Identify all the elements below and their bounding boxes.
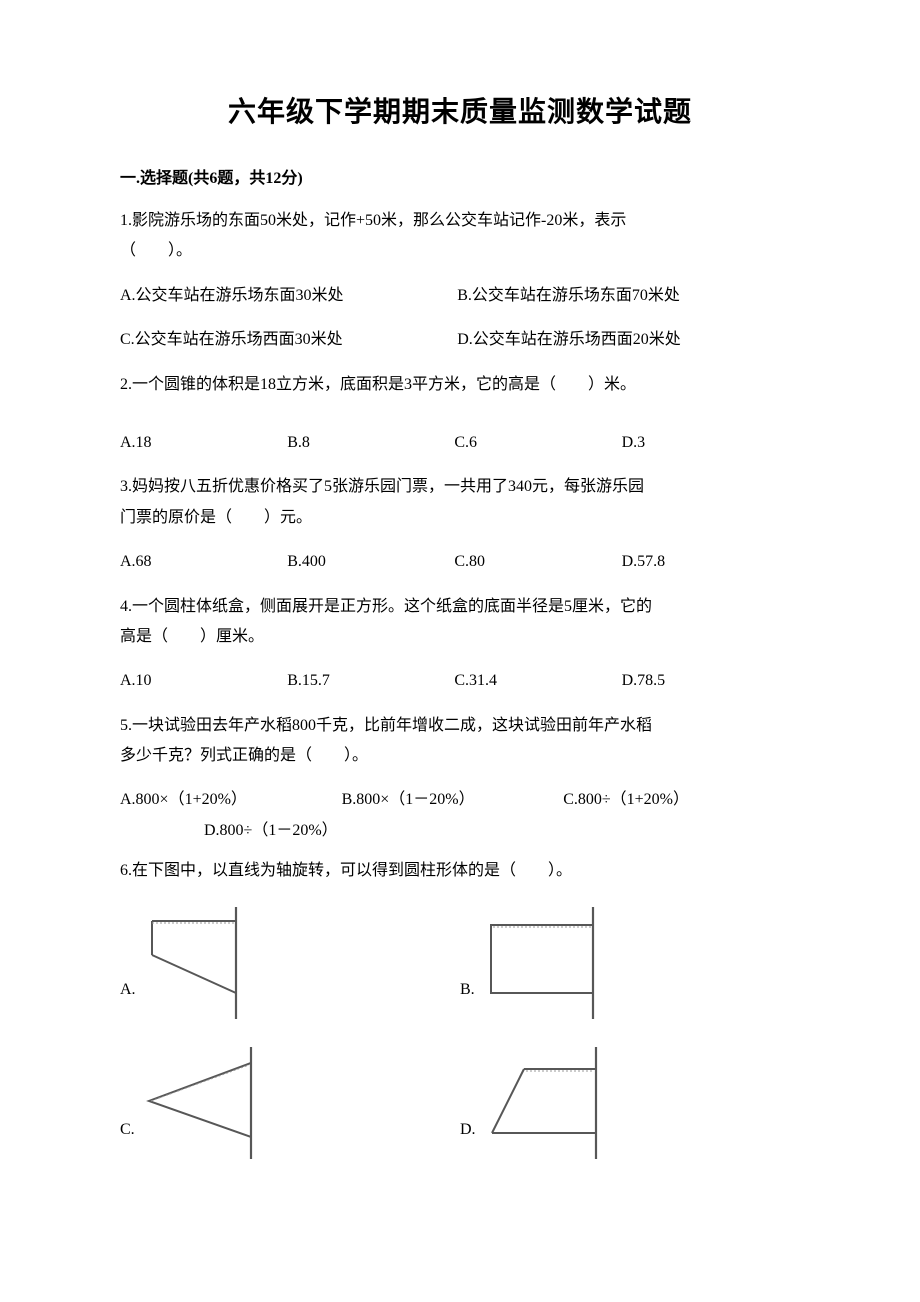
q2-option-b: B.8 <box>287 428 450 458</box>
q5-options: A.800×（1+20%） B.800×（1－20%） C.800÷（1+20%… <box>120 785 800 846</box>
q6-label-c: C. <box>120 1121 135 1159</box>
q6-option-b: B. <box>460 907 800 1019</box>
q5-option-c: C.800÷（1+20%） <box>563 785 781 815</box>
spacer <box>120 414 800 428</box>
question-5: 5.一块试验田去年产水稻800千克，比前年增收二成，这块试验田前年产水稻 多少千… <box>120 711 800 772</box>
q3-line1: 3.妈妈按八五折优惠价格买了5张游乐园门票，一共用了340元，每张游乐园 <box>120 478 644 495</box>
q1-options-row2: C.公交车站在游乐场西面30米处 D.公交车站在游乐场西面20米处 <box>120 325 800 355</box>
q1-option-a: A.公交车站在游乐场东面30米处 <box>120 281 453 311</box>
q1-option-d: D.公交车站在游乐场西面20米处 <box>457 325 790 355</box>
q1-option-c: C.公交车站在游乐场西面30米处 <box>120 325 453 355</box>
q4-line1: 4.一个圆柱体纸盒，侧面展开是正方形。这个纸盒的底面半径是5厘米，它的 <box>120 598 652 615</box>
q2-option-d: D.3 <box>622 428 785 458</box>
q4-option-a: A.10 <box>120 666 283 696</box>
q2-option-a: A.18 <box>120 428 283 458</box>
q6-option-d: D. <box>460 1047 800 1159</box>
q2-options: A.18 B.8 C.6 D.3 <box>120 428 800 458</box>
q3-option-d: D.57.8 <box>622 547 785 577</box>
shape-d-icon <box>482 1047 602 1159</box>
q6-label-d: D. <box>460 1121 476 1159</box>
q3-option-b: B.400 <box>287 547 450 577</box>
q5-option-d: D.800÷（1－20%） <box>204 822 338 839</box>
question-1: 1.影院游乐场的东面50米处，记作+50米，那么公交车站记作-20米，表示 （ … <box>120 206 800 267</box>
q4-options: A.10 B.15.7 C.31.4 D.78.5 <box>120 666 800 696</box>
q1-option-b: B.公交车站在游乐场东面70米处 <box>457 281 790 311</box>
q5-line1: 5.一块试验田去年产水稻800千克，比前年增收二成，这块试验田前年产水稻 <box>120 717 652 734</box>
q5-line2: 多少千克？列式正确的是（ ）。 <box>120 747 368 764</box>
question-6: 6.在下图中，以直线为轴旋转，可以得到圆柱形体的是（ ）。 <box>120 856 800 886</box>
q1-options-row1: A.公交车站在游乐场东面30米处 B.公交车站在游乐场东面70米处 <box>120 281 800 311</box>
question-2: 2.一个圆锥的体积是18立方米，底面积是3平方米，它的高是（ ）米。 <box>120 370 800 400</box>
question-4: 4.一个圆柱体纸盒，侧面展开是正方形。这个纸盒的底面半径是5厘米，它的 高是（ … <box>120 592 800 653</box>
q6-option-c: C. <box>120 1047 460 1159</box>
q4-option-b: B.15.7 <box>287 666 450 696</box>
q3-option-a: A.68 <box>120 547 283 577</box>
q3-option-c: C.80 <box>454 547 617 577</box>
q1-line2: （ ）。 <box>120 242 192 259</box>
q6-shape-options: A. B. C. <box>120 907 800 1187</box>
shape-b-icon <box>481 907 599 1019</box>
shape-c-icon <box>141 1047 257 1159</box>
q6-label-a: A. <box>120 981 136 1019</box>
question-3: 3.妈妈按八五折优惠价格买了5张游乐园门票，一共用了340元，每张游乐园 门票的… <box>120 472 800 533</box>
page-title: 六年级下学期期末质量监测数学试题 <box>120 90 800 130</box>
q4-option-d: D.78.5 <box>622 666 785 696</box>
q4-option-c: C.31.4 <box>454 666 617 696</box>
q4-line2: 高是（ ）厘米。 <box>120 628 264 645</box>
q1-line1: 1.影院游乐场的东面50米处，记作+50米，那么公交车站记作-20米，表示 <box>120 212 626 229</box>
q3-line2: 门票的原价是（ ）元。 <box>120 509 312 526</box>
q6-option-a: A. <box>120 907 460 1019</box>
q3-options: A.68 B.400 C.80 D.57.8 <box>120 547 800 577</box>
q5-option-b: B.800×（1－20%） <box>342 785 560 815</box>
q6-label-b: B. <box>460 981 475 1019</box>
page: 六年级下学期期末质量监测数学试题 一.选择题(共6题，共12分) 1.影院游乐场… <box>0 0 920 1302</box>
q5-option-a: A.800×（1+20%） <box>120 785 338 815</box>
section-heading: 一.选择题(共6题，共12分) <box>120 164 800 188</box>
shape-a-icon <box>142 907 242 1019</box>
q2-option-c: C.6 <box>454 428 617 458</box>
